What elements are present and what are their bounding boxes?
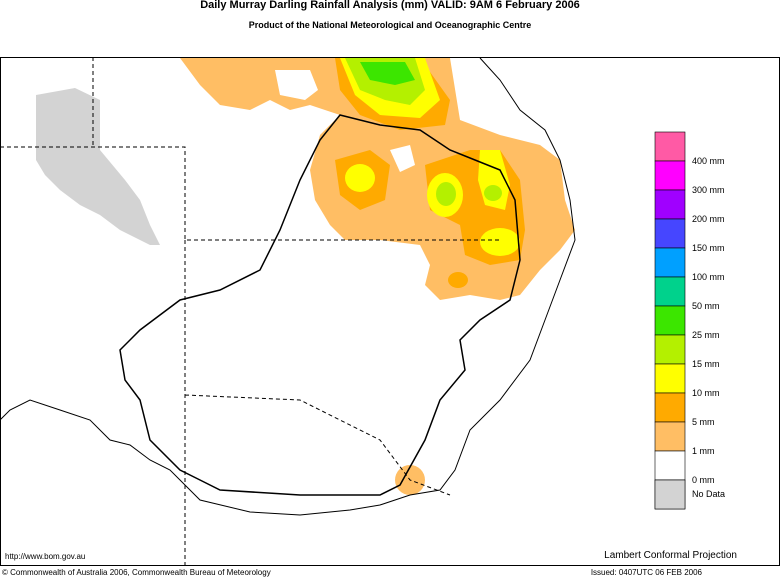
no-data-area [36, 88, 160, 245]
legend-label: 50 mm [692, 301, 720, 311]
copyright: © Commonwealth of Australia 2006, Common… [2, 568, 271, 577]
subtitle: Product of the National Meteorological a… [249, 20, 532, 30]
legend-label: 150 mm [692, 243, 725, 253]
legend-swatch [654, 479, 686, 510]
rain-15mm [484, 185, 502, 201]
rain-5mm [448, 272, 468, 288]
projection: Lambert Conformal Projection [604, 550, 737, 561]
legend-label: 0 mm [692, 475, 715, 485]
legend-swatch [654, 131, 686, 162]
legend-swatch [654, 218, 686, 249]
title: Daily Murray Darling Rainfall Analysis (… [200, 0, 580, 11]
rain-0mm [275, 70, 318, 100]
rain-25mm [360, 62, 415, 85]
basin-outline [119, 114, 521, 496]
rain-15mm [436, 182, 456, 206]
legend-swatch [654, 276, 686, 307]
rain-10mm [345, 164, 375, 192]
legend-label: 100 mm [692, 272, 725, 282]
legend-label: 10 mm [692, 388, 720, 398]
legend-swatch [654, 189, 686, 220]
legend-label: 15 mm [692, 359, 720, 369]
legend-swatch [654, 450, 686, 481]
legend-swatch [654, 247, 686, 278]
legend-swatch [654, 305, 686, 336]
issued: Issued: 0407UTC 06 FEB 2006 [591, 568, 703, 577]
state-border [92, 57, 451, 565]
legend-label: 1 mm [692, 446, 715, 456]
rain-0mm [390, 145, 415, 172]
legend-label: 25 mm [692, 330, 720, 340]
legend-label: No Data [692, 489, 725, 499]
legend-swatch [654, 421, 686, 452]
legend-swatch [654, 334, 686, 365]
legend-swatch [654, 160, 686, 191]
legend-label: 5 mm [692, 417, 715, 427]
map [0, 57, 780, 566]
state-border [0, 146, 500, 241]
legend-swatch [654, 363, 686, 394]
legend-swatch [654, 392, 686, 423]
legend: 400 mm 300 mm 200 mm 150 mm 100 mm 50 mm 25 mm… [654, 131, 725, 510]
coastline [0, 57, 576, 516]
rain-10mm [480, 228, 520, 256]
legend-label: 200 mm [692, 214, 725, 224]
legend-label: 300 mm [692, 185, 725, 195]
legend-label: 400 mm [692, 156, 725, 166]
url: http://www.bom.gov.au [5, 552, 85, 561]
